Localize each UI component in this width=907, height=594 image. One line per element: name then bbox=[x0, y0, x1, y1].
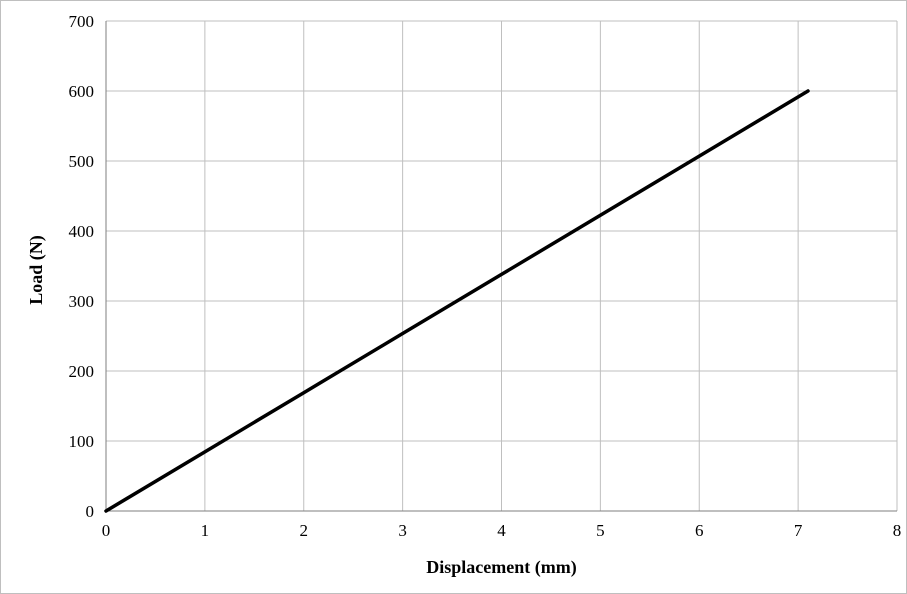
series-layer bbox=[104, 89, 810, 513]
x-tick-label: 8 bbox=[893, 521, 902, 540]
series-line bbox=[104, 89, 810, 513]
x-axis-title: Displacement (mm) bbox=[426, 557, 576, 578]
grid bbox=[106, 20, 898, 511]
x-tick-label: 1 bbox=[201, 521, 210, 540]
x-tick-label: 3 bbox=[398, 521, 407, 540]
y-tick-label: 200 bbox=[69, 362, 95, 381]
tick-labels: 0 1 2 3 4 5 6 7 8 0 100 200 300 400 500 600 700 bbox=[69, 12, 902, 540]
x-tick-label: 7 bbox=[794, 521, 803, 540]
y-tick-label: 300 bbox=[69, 292, 95, 311]
y-tick-label: 600 bbox=[69, 82, 95, 101]
y-tick-label: 0 bbox=[86, 502, 95, 521]
y-tick-label: 500 bbox=[69, 152, 95, 171]
x-tick-label: 0 bbox=[102, 521, 111, 540]
y-tick-label: 100 bbox=[69, 432, 95, 451]
y-tick-label: 400 bbox=[69, 222, 95, 241]
y-tick-label: 700 bbox=[69, 12, 95, 31]
x-tick-label: 2 bbox=[300, 521, 309, 540]
axes bbox=[105, 21, 897, 512]
y-axis-title: Load (N) bbox=[26, 235, 47, 305]
x-tick-label: 5 bbox=[596, 521, 605, 540]
x-tick-label: 6 bbox=[695, 521, 704, 540]
x-tick-label: 4 bbox=[497, 521, 506, 540]
